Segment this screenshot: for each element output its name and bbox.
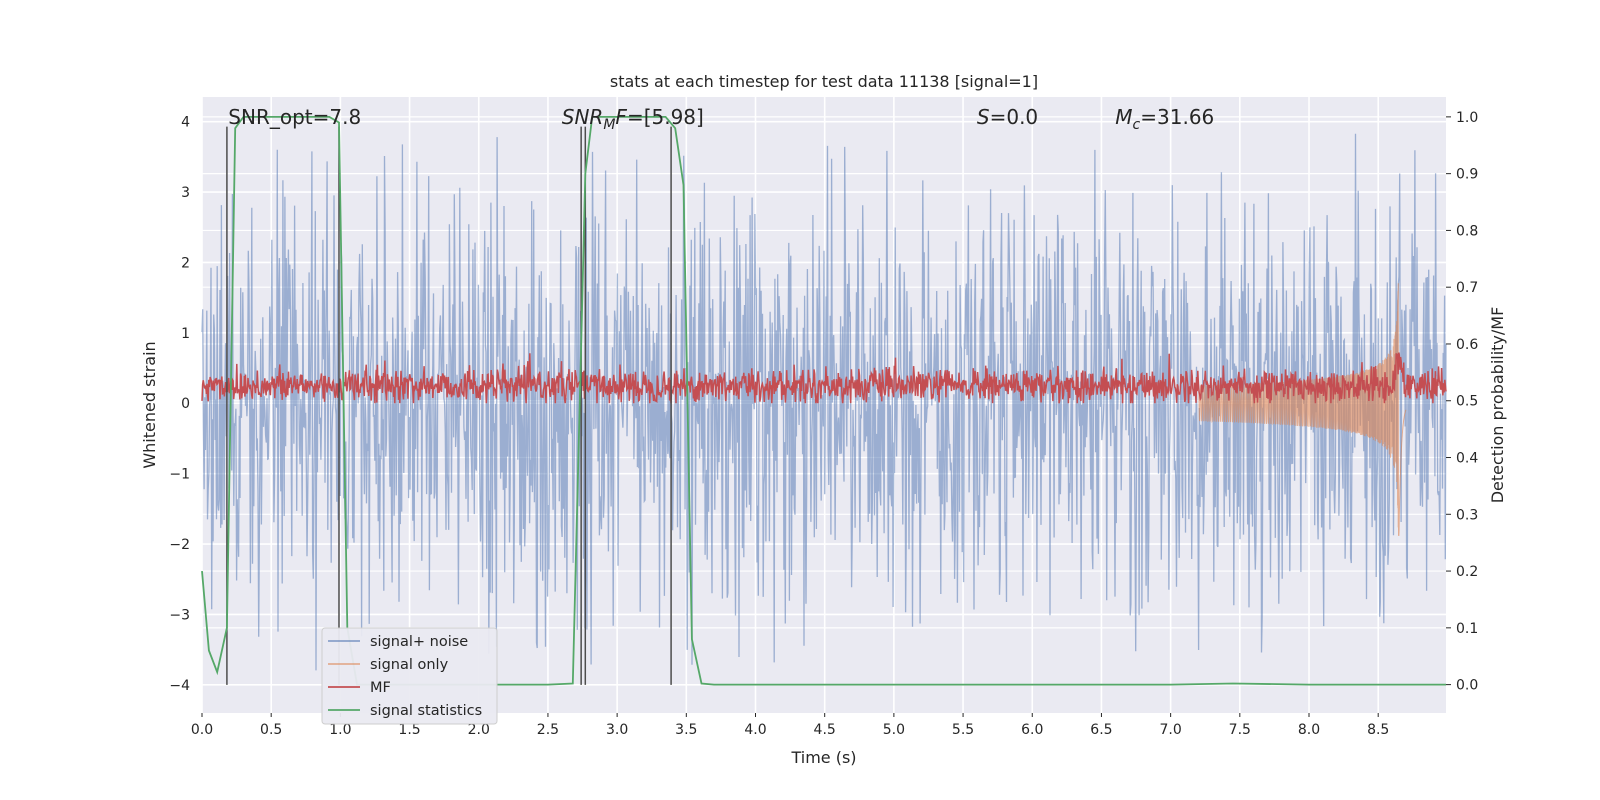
x-tick-label: 1.5 xyxy=(398,722,420,738)
y-right-tick-label: 0.5 xyxy=(1456,394,1478,410)
y-right-tick-label: 0.8 xyxy=(1456,223,1478,239)
y-axis-right-label: Detection probability/MF xyxy=(1488,307,1507,504)
legend-label: signal+ noise xyxy=(370,634,468,650)
x-axis-ticks: 0.0 0.5 1.0 1.5 2.0 2.5 3.0 3.5 4.0 4.5 5.0 5.5 6.0 6… xyxy=(191,713,1389,738)
series-signal-statistics xyxy=(201,116,1446,686)
y-right-tick-label: 0.6 xyxy=(1456,337,1478,353)
y-left-tick-label: 3 xyxy=(181,185,190,201)
legend: signal+ noise signal only MF signal statist… xyxy=(321,627,498,725)
legend-label: signal only xyxy=(370,657,449,673)
y-left-tick-label: −4 xyxy=(169,678,190,694)
y-left-tick-label: 4 xyxy=(181,115,190,131)
y-right-tick-label: 0.1 xyxy=(1456,621,1478,637)
y-left-tick-label: 0 xyxy=(181,396,190,412)
series-signal-only xyxy=(1197,283,1407,536)
x-tick-label: 2.5 xyxy=(537,722,559,738)
x-tick-label: 5.5 xyxy=(952,722,974,738)
y-right-tick-label: 0.9 xyxy=(1456,167,1478,183)
annotations: SNR_opt=7.8 SNRMF=[5.98] S=0.0 Mc=31.66 xyxy=(228,105,1214,133)
y-left-tick-label: 1 xyxy=(181,326,190,342)
annotation: S=0.0 xyxy=(977,105,1038,129)
chart-title: stats at each timestep for test data 111… xyxy=(610,72,1038,91)
plot-content xyxy=(201,116,1447,686)
x-tick-label: 5.0 xyxy=(883,722,905,738)
x-axis-label: Time (s) xyxy=(790,748,856,767)
y-axis-left-ticks: 4 3 2 1 0 −1 −2 −3 −4 xyxy=(169,115,190,694)
annotation: SNRMF=[5.98] xyxy=(562,105,704,133)
annotation: SNR_opt=7.8 xyxy=(228,105,361,129)
y-right-tick-label: 1.0 xyxy=(1456,110,1478,126)
y-axis-left-label: Whitened strain xyxy=(140,341,159,468)
x-tick-label: 0.0 xyxy=(191,722,213,738)
y-axis-right-ticks: 1.0 0.9 0.8 0.7 0.6 0.5 0.4 0.3 0.2 0.1 0.0 xyxy=(1446,110,1478,694)
y-left-tick-label: −1 xyxy=(169,467,190,483)
x-tick-label: 0.5 xyxy=(260,722,282,738)
legend-label: MF xyxy=(370,680,391,696)
y-left-tick-label: −2 xyxy=(169,537,190,553)
x-tick-label: 6.0 xyxy=(1021,722,1043,738)
series-signal-noise xyxy=(201,133,1447,671)
x-tick-label: 7.0 xyxy=(1159,722,1181,738)
annotation: Mc=31.66 xyxy=(1115,105,1214,133)
y-left-tick-label: 2 xyxy=(181,255,190,271)
y-right-tick-label: 0.4 xyxy=(1456,451,1478,467)
y-right-tick-label: 0.2 xyxy=(1456,564,1478,580)
x-tick-label: 7.5 xyxy=(1229,722,1251,738)
x-tick-label: 8.5 xyxy=(1367,722,1389,738)
x-tick-label: 1.0 xyxy=(329,722,351,738)
series-mf xyxy=(201,352,1447,404)
x-tick-label: 4.5 xyxy=(814,722,836,738)
x-tick-label: 2.0 xyxy=(468,722,490,738)
y-right-tick-label: 0.3 xyxy=(1456,507,1478,523)
legend-label: signal statistics xyxy=(370,703,482,719)
x-tick-label: 6.5 xyxy=(1090,722,1112,738)
y-right-tick-label: 0.0 xyxy=(1456,678,1478,694)
x-tick-label: 4.0 xyxy=(744,722,766,738)
x-tick-label: 3.5 xyxy=(675,722,697,738)
y-left-tick-label: −3 xyxy=(169,607,190,623)
x-tick-label: 3.0 xyxy=(606,722,628,738)
x-tick-label: 8.0 xyxy=(1298,722,1320,738)
y-right-tick-label: 0.7 xyxy=(1456,280,1478,296)
legend-box xyxy=(321,627,498,725)
